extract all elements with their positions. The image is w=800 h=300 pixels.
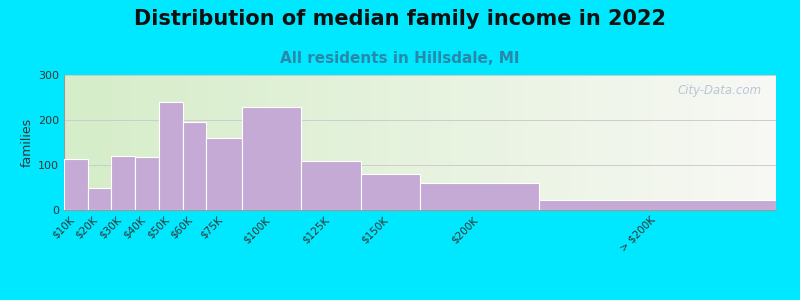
Text: Distribution of median family income in 2022: Distribution of median family income in … bbox=[134, 9, 666, 29]
Bar bbox=[242, 107, 302, 210]
Bar bbox=[538, 200, 776, 210]
Bar bbox=[64, 159, 88, 210]
Bar bbox=[182, 122, 206, 210]
Bar bbox=[88, 188, 111, 210]
Text: City-Data.com: City-Data.com bbox=[678, 84, 762, 98]
Bar bbox=[159, 102, 182, 210]
Bar bbox=[111, 156, 135, 210]
Bar bbox=[420, 183, 538, 210]
Bar bbox=[302, 160, 361, 210]
Y-axis label: families: families bbox=[21, 118, 34, 167]
Bar bbox=[206, 138, 242, 210]
Bar bbox=[135, 157, 159, 210]
Bar bbox=[361, 174, 420, 210]
Text: All residents in Hillsdale, MI: All residents in Hillsdale, MI bbox=[280, 51, 520, 66]
